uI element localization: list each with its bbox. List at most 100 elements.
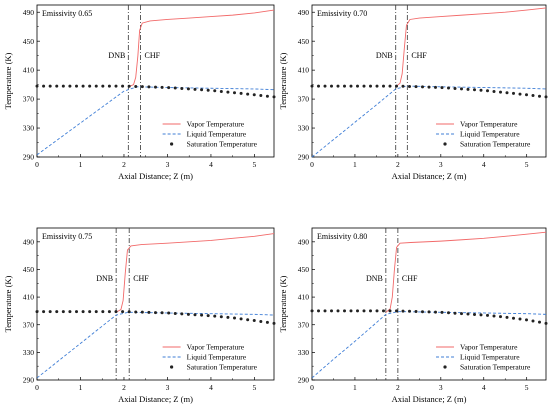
saturation-point [219,315,223,319]
y-tick-label: 410 [298,66,310,75]
saturation-point [427,310,431,314]
saturation-point [75,310,78,314]
x-tick-label: 1 [353,160,357,169]
saturation-point [323,309,327,313]
saturation-point [173,311,177,315]
vapor-temperature-line [395,7,547,88]
y-tick-label: 330 [23,124,35,133]
y-tick-label: 290 [23,376,35,385]
x-tick-label: 3 [439,383,443,392]
x-tick-label: 3 [166,383,170,392]
saturation-point [421,85,424,89]
y-axis-title: Temperature (K) [3,275,13,332]
liquid-temperature-line [311,85,547,158]
saturation-point [121,84,125,88]
saturation-point [48,84,52,88]
saturation-point [388,84,392,88]
saturation-point [323,84,327,88]
saturation-point [512,316,515,320]
saturation-point [265,94,269,98]
saturation-point [479,88,483,92]
saturation-point [167,311,171,315]
saturation-point [525,93,528,97]
saturation-point [401,309,405,313]
x-tick-label: 5 [525,383,529,392]
saturation-point [518,92,522,96]
saturation-point [94,84,98,88]
y-tick-label: 370 [23,95,35,104]
y-tick-label: 490 [298,8,310,17]
saturation-point [369,309,372,313]
saturation-point [518,317,522,321]
plot-frame [36,227,275,381]
saturation-point [538,94,541,98]
saturation-point [259,319,263,323]
legend-swatch-saturation [170,365,174,369]
saturation-point [460,312,463,316]
saturation-point [473,312,476,316]
saturation-point [408,84,411,88]
saturation-point [414,85,418,89]
saturation-point [55,310,59,314]
y-tick-label: 410 [23,293,35,302]
x-tick-label: 3 [166,160,170,169]
saturation-point [362,84,366,88]
chart-panel-2: 0 1 2 3 4 5 290 330 370 410 450 490 Axial Distance; … [278,4,548,181]
saturation-point [317,84,320,88]
plot-frame [311,227,547,381]
saturation-point [336,84,340,88]
saturation-point [408,309,411,313]
saturation-point [375,309,379,313]
saturation-point [272,95,276,99]
chf-label: CHF [411,51,427,60]
saturation-point [75,84,78,88]
saturation-point [42,310,46,314]
x-tick-label: 4 [482,160,486,169]
chf-label: CHF [144,51,160,60]
saturation-point [356,84,359,88]
saturation-point [233,91,236,95]
y-axis-title: Temperature (K) [278,52,288,109]
saturation-point [252,319,256,323]
saturation-point [479,313,483,317]
saturation-point [505,315,509,319]
saturation-point [343,309,346,313]
legend-entry: Vapor Temperature [460,343,518,352]
x-tick-label: 1 [79,160,83,169]
saturation-point [434,85,437,89]
saturation-point [114,310,118,314]
saturation-point [167,86,171,90]
saturation-point [140,310,144,314]
y-tick-label: 490 [23,8,35,17]
saturation-point [272,321,276,325]
saturation-point [382,309,385,313]
y-tick-label: 330 [298,124,310,133]
legend-entry: Vapor Temperature [187,120,245,129]
saturation-point [42,84,46,88]
saturation-point [68,84,72,88]
x-axis-title: Axial Distance; Z (m) [118,394,193,404]
saturation-point [246,318,250,322]
saturation-point [160,85,164,89]
saturation-point [101,84,105,88]
y-tick-label: 450 [23,265,35,274]
x-tick-label: 1 [353,383,357,392]
x-tick-label: 2 [122,160,126,169]
saturation-point [460,87,463,91]
saturation-point [538,320,541,324]
y-tick-label: 450 [23,37,35,46]
saturation-point [259,93,263,97]
x-tick-label: 2 [396,160,400,169]
legend-entry: Vapor Temperature [460,120,518,129]
saturation-point [127,84,131,88]
saturation-point [213,89,217,93]
saturation-point [140,85,144,89]
saturation-point [447,86,450,90]
x-tick-label: 5 [253,383,257,392]
chf-label: CHF [133,274,149,283]
saturation-point [421,310,424,314]
saturation-point [525,318,528,322]
saturation-point [395,84,398,88]
saturation-point [226,315,230,319]
legend-swatch-saturation [170,142,174,146]
